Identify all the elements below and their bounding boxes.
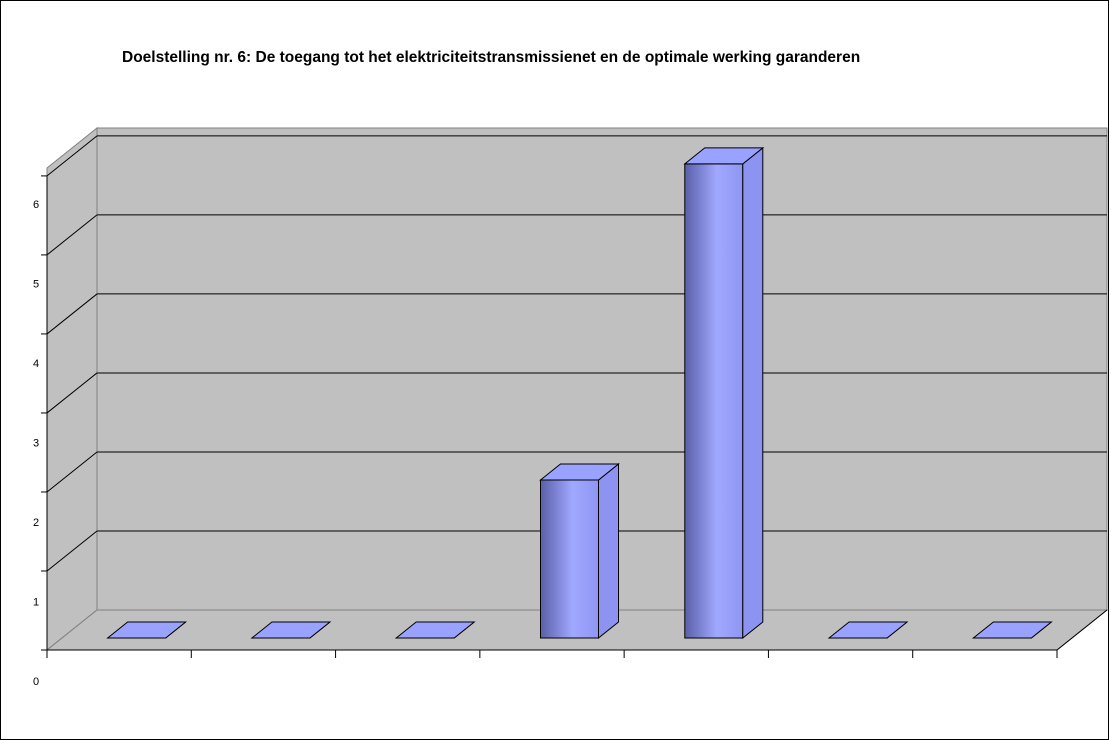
bar-front <box>541 480 599 638</box>
y-tick-label: 4 <box>33 358 39 370</box>
y-tick-label: 3 <box>33 437 39 449</box>
bar <box>685 148 763 638</box>
y-tick-labels: 0 1 2 3 4 5 6 <box>33 199 39 688</box>
y-tick-label: 1 <box>33 596 39 608</box>
bar-front <box>685 164 743 638</box>
y-tick-label: 6 <box>33 199 39 211</box>
side-wall <box>47 128 97 650</box>
bar <box>541 464 619 638</box>
y-tick-label: 2 <box>33 517 39 529</box>
y-tick-label: 0 <box>33 676 39 688</box>
bar-side <box>743 148 763 638</box>
y-tick-label: 5 <box>33 278 39 290</box>
bar-side <box>599 464 619 638</box>
